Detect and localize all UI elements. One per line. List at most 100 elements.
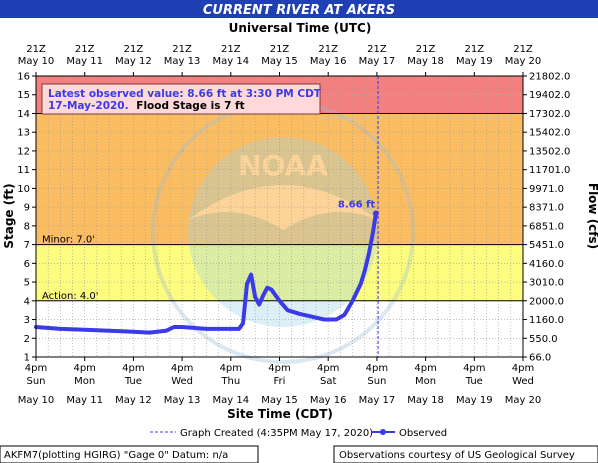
y-tick-label: 2: [24, 334, 30, 345]
x-tick-time: 4pm: [220, 363, 242, 374]
flow-tick-label: 2000.0: [529, 296, 564, 307]
y-tick-label: 3: [24, 315, 30, 326]
x-tick-day: Sun: [26, 376, 45, 387]
x-tick-day: Thu: [220, 376, 240, 387]
footer-left-text: AKFM7(plotting HGIRG) "Gage 0" Datum: n/…: [4, 450, 228, 461]
x-top-tick-date: May 14: [213, 56, 250, 67]
footer-right-text: Observations courtesy of US Geological S…: [339, 450, 575, 461]
axis-ticks: 1 66.0 2 550.0 3 1160.0 4 2000.0 5 3010.0 6 4160.0 7…: [17, 44, 570, 406]
x-top-tick-time: 21Z: [124, 44, 144, 55]
x-tick-time: 4pm: [268, 363, 290, 374]
flow-tick-label: 3010.0: [529, 278, 564, 289]
y-tick-label: 10: [17, 184, 30, 195]
x-top-tick-time: 21Z: [318, 44, 338, 55]
x-top-tick-time: 21Z: [270, 44, 290, 55]
x-tick-day: Sat: [320, 376, 336, 387]
callout-flood-stage: Flood Stage is 7 ft: [136, 100, 244, 112]
x-tick-date: May 19: [456, 395, 493, 406]
x-tick-time: 4pm: [73, 363, 95, 374]
callout-line-1: Latest observed value: 8.66 ft at 3:30 P…: [48, 88, 322, 100]
callout-box: [41, 83, 321, 115]
legend: Graph Created (4:35PM May 17, 2020) Obse…: [150, 428, 447, 439]
legend-graph-created-label: Graph Created (4:35PM May 17, 2020): [180, 428, 373, 439]
y-tick-label: 14: [17, 109, 30, 120]
x-tick-day: Fri: [274, 376, 286, 387]
x-tick-date: May 16: [310, 395, 347, 406]
x-top-tick-date: May 10: [18, 56, 55, 67]
top-axis-title: Universal Time (UTC): [229, 21, 372, 35]
x-top-tick-date: May 12: [115, 56, 152, 67]
flow-tick-label: 6851.0: [529, 221, 564, 232]
x-tick-time: 4pm: [317, 363, 339, 374]
footer-right-box: [333, 445, 598, 463]
noaa-logo-text: NOAA: [238, 149, 328, 182]
x-top-tick-time: 21Z: [416, 44, 436, 55]
x-tick-date: May 20: [505, 395, 542, 406]
x-tick-time: 4pm: [463, 363, 485, 374]
x-tick-date: May 13: [164, 395, 201, 406]
x-tick-time: 4pm: [512, 363, 534, 374]
y-tick-label: 5: [24, 278, 30, 289]
x-tick-day: Mon: [74, 376, 95, 387]
x-top-tick-date: May 11: [66, 56, 103, 67]
x-tick-time: 4pm: [25, 363, 47, 374]
x-tick-date: May 14: [213, 395, 250, 406]
chart-title: CURRENT RIVER AT AKERS: [203, 3, 395, 18]
x-top-tick-date: May 18: [407, 56, 444, 67]
x-top-tick-date: May 20: [505, 56, 542, 67]
x-top-tick-time: 21Z: [26, 44, 46, 55]
x-top-tick-date: May 15: [261, 56, 298, 67]
x-tick-day: Tue: [465, 376, 483, 387]
x-tick-day: Wed: [171, 376, 193, 387]
x-tick-time: 4pm: [122, 363, 144, 374]
callout-line-2: 17-May-2020. Flood Stage is 7 ft: [48, 100, 245, 112]
flow-tick-label: 17302.0: [529, 109, 570, 120]
y-tick-label: 1: [24, 353, 30, 364]
flow-tick-label: 4160.0: [529, 259, 564, 270]
x-top-tick-time: 21Z: [367, 44, 387, 55]
x-top-tick-date: May 13: [164, 56, 201, 67]
x-tick-day: Wed: [512, 376, 534, 387]
flow-tick-label: 5451.0: [529, 240, 564, 251]
x-tick-date: May 10: [18, 395, 55, 406]
x-tick-time: 4pm: [414, 363, 436, 374]
x-top-tick-time: 21Z: [75, 44, 95, 55]
flow-tick-label: 1160.0: [529, 315, 564, 326]
band-flood: [36, 113, 523, 245]
y-tick-label: 8: [24, 221, 30, 232]
x-tick-date: May 17: [359, 395, 396, 406]
series-line-observed: [34, 211, 378, 335]
y-axis-right-title: Flow (cfs): [586, 183, 598, 249]
flow-tick-label: 9971.0: [529, 184, 564, 195]
flow-tick-label: 66.0: [529, 353, 551, 364]
x-tick-time: 4pm: [171, 363, 193, 374]
x-top-tick-time: 21Z: [172, 44, 192, 55]
x-top-tick-time: 21Z: [513, 44, 533, 55]
flow-tick-label: 8371.0: [529, 203, 564, 214]
y-tick-label: 15: [17, 90, 30, 101]
x-axis-title: Site Time (CDT): [227, 407, 333, 421]
observed-series: 8.66 ft: [34, 76, 379, 357]
x-tick-day: Sun: [367, 376, 386, 387]
noaa-logo-inner: [188, 137, 378, 327]
title-bar: [0, 0, 598, 18]
latest-value-callout: Latest observed value: 8.66 ft at 3:30 P…: [41, 83, 322, 115]
x-top-tick-time: 21Z: [221, 44, 241, 55]
x-top-tick-time: 21Z: [465, 44, 485, 55]
y-tick-label: 4: [24, 296, 30, 307]
x-tick-date: May 11: [66, 395, 103, 406]
legend-observed-marker: [380, 429, 386, 435]
y-tick-label: 6: [24, 259, 30, 270]
flow-tick-label: 550.0: [529, 334, 558, 345]
flow-tick-label: 11701.0: [529, 165, 570, 176]
flow-tick-label: 19402.0: [529, 90, 570, 101]
flow-tick-label: 13502.0: [529, 146, 570, 157]
x-tick-date: May 12: [115, 395, 152, 406]
plot-frame: [35, 75, 524, 358]
x-top-tick-date: May 19: [456, 56, 493, 67]
stage-label-minor: Minor: 7.0': [42, 235, 95, 246]
x-tick-day: Mon: [415, 376, 436, 387]
y-axis-title: Stage (ft): [2, 183, 16, 248]
footer-left-box: [0, 445, 259, 463]
